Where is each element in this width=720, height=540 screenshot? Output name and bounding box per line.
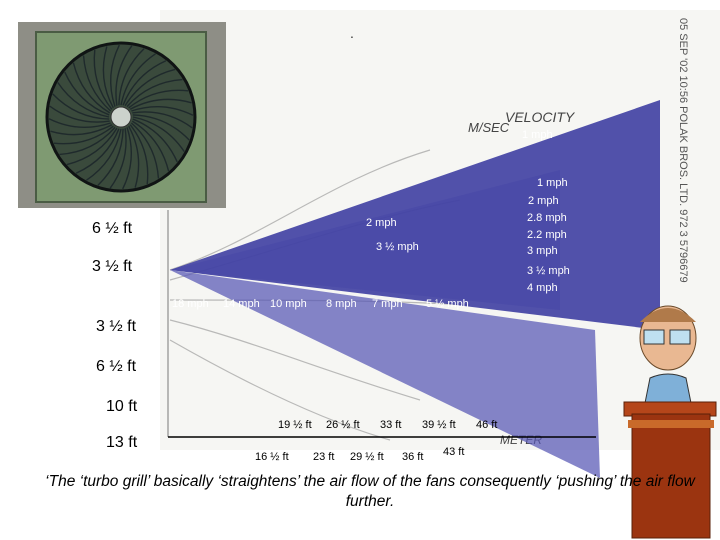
distance-label-36: 36 ft xyxy=(402,451,424,463)
fan-blade xyxy=(131,106,194,116)
fan-blade xyxy=(124,68,176,107)
fan-blade xyxy=(93,49,113,110)
speed-label-3: 10 mph xyxy=(270,298,307,310)
distance-label-43: 43 ft xyxy=(443,446,465,458)
top-beam-label-5: 2.2 mph xyxy=(527,229,567,241)
speed-label-1: 18 mph xyxy=(172,298,209,310)
speed-label-4: 8 mph xyxy=(326,298,357,310)
fan-blade xyxy=(132,116,185,152)
fan-blade xyxy=(109,128,127,189)
distance-label-16-5: 16 ½ ft xyxy=(255,451,289,463)
header-mark: . xyxy=(350,25,354,41)
middle-beam-label-1: 2 mph xyxy=(366,217,397,229)
speed-label-5: 7 mph xyxy=(372,298,403,310)
top-beam-label-7: 3 ½ mph xyxy=(527,265,570,277)
fan-blade xyxy=(115,45,133,106)
top-beam-label-4: 2.8 mph xyxy=(527,212,567,224)
distance-label-19-5: 19 ½ ft xyxy=(278,419,312,431)
fan-blade xyxy=(128,89,189,109)
fan-blade xyxy=(53,125,114,145)
beam-bottom xyxy=(170,270,600,478)
depth-label-1: 3 ½ ft xyxy=(96,318,137,335)
fan-blade xyxy=(59,126,116,156)
fan-blade xyxy=(132,111,193,129)
middle-beam-label-2: 3 ½ mph xyxy=(376,241,419,253)
distance-label-46: 46 ft xyxy=(476,419,498,431)
top-beam-label-8: 4 mph xyxy=(527,282,558,294)
slide-caption: ‘The ‘turbo grill’ basically ‘straighten… xyxy=(45,473,695,510)
distance-label-29-5: 29 ½ ft xyxy=(350,451,384,463)
fan-blade xyxy=(122,60,167,106)
fan-photo xyxy=(18,22,226,208)
top-beam-label-3: 2 mph xyxy=(528,195,559,207)
depth-label-4: 13 ft xyxy=(106,434,138,451)
speed-label-6: 5 ½ mph xyxy=(426,298,469,310)
fan-blade xyxy=(50,124,113,136)
fan-blade xyxy=(75,128,120,174)
fan-blade xyxy=(97,128,124,186)
fan-blade xyxy=(129,124,149,185)
top-beam-label-6: 3 mph xyxy=(527,245,558,257)
speed-label-2: 14 mph xyxy=(223,298,260,310)
fan-blade xyxy=(86,128,122,181)
note-title: VELOCITY xyxy=(505,109,576,125)
fan-blade xyxy=(64,71,110,116)
distance-label-33: 33 ft xyxy=(380,419,402,431)
beam-middle xyxy=(170,170,560,310)
fan-blade xyxy=(131,120,170,172)
fan-blade xyxy=(48,118,111,128)
fan-label-top: 6 ½ ft xyxy=(92,220,133,237)
distance-label-39-5: 39 ½ ft xyxy=(422,419,456,431)
fan-blade xyxy=(66,127,118,166)
depth-label-3: 10 ft xyxy=(106,398,138,415)
top-beam-label-1: 1 mph xyxy=(522,129,553,141)
fan-blade xyxy=(110,44,120,107)
top-beam-label-2: 1 mph xyxy=(537,177,568,189)
margin-note: 05 SEP '02 10:56 POLAK BROS. LTD. 972 3 … xyxy=(677,18,689,283)
distance-label-26-5: 26 ½ ft xyxy=(326,419,360,431)
fan-label-bottom: 3 ½ ft xyxy=(92,258,133,275)
fan-blade xyxy=(132,114,190,141)
fan-blade xyxy=(128,125,140,188)
fan-blade xyxy=(130,122,160,179)
fan-blade xyxy=(82,55,112,112)
fan-blade xyxy=(57,82,110,118)
fan-blade xyxy=(120,53,156,106)
fan-blade xyxy=(102,46,114,109)
fan-blade xyxy=(118,48,145,106)
fan-blade xyxy=(72,62,111,114)
fan-blade xyxy=(129,98,192,110)
fan-blade xyxy=(132,118,178,163)
fan-blade xyxy=(126,78,183,108)
speaker-at-podium-icon xyxy=(623,305,717,539)
fan-blade xyxy=(122,127,132,190)
note-unit: M/SEC xyxy=(468,120,510,135)
fan-blade xyxy=(49,105,110,123)
depth-label-2: 6 ½ ft xyxy=(96,358,137,375)
distance-label-23: 23 ft xyxy=(313,451,335,463)
fan-blade xyxy=(52,93,110,120)
